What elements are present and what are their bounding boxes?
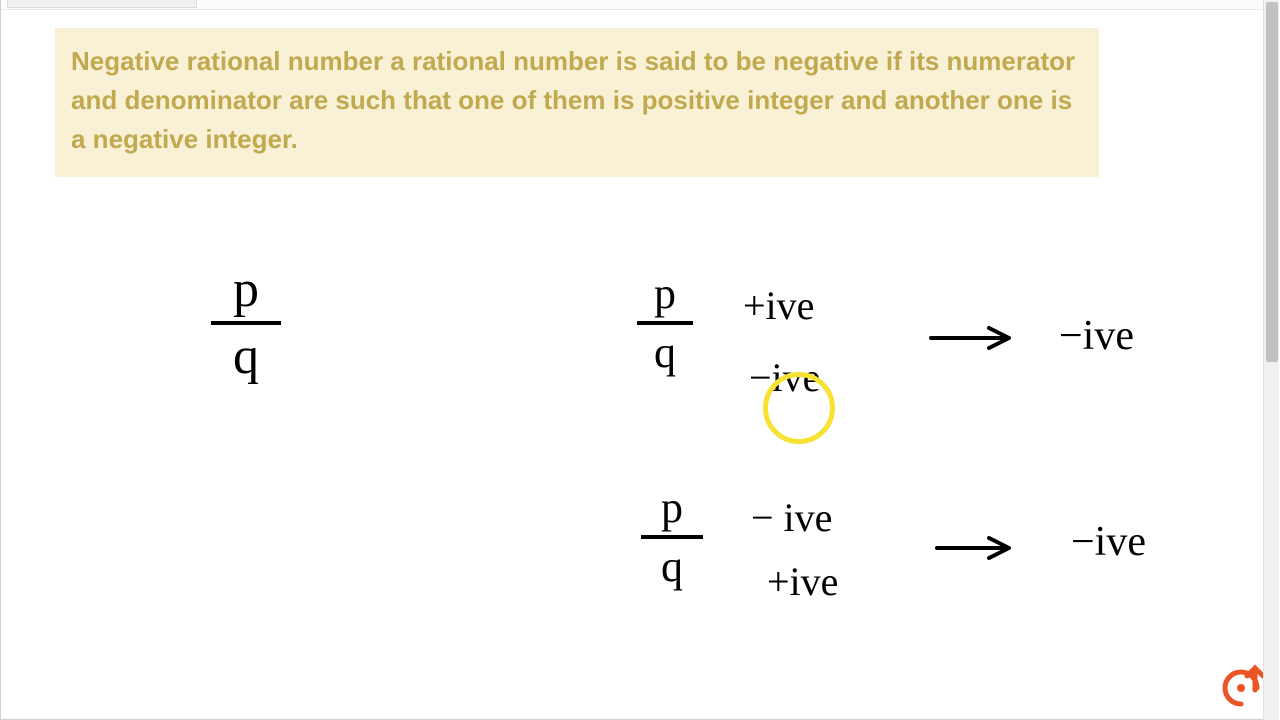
fraction-left-numerator: p xyxy=(211,260,281,319)
highlight-circle xyxy=(763,372,835,444)
label-row2-result: −ive xyxy=(1071,518,1146,566)
fraction-row1-bar xyxy=(637,321,693,325)
fraction-row1: p q xyxy=(637,268,693,378)
label-row1-numerator-sign: +ive xyxy=(743,282,814,329)
arrow-row2 xyxy=(931,530,1021,566)
fraction-row1-numerator: p xyxy=(637,268,693,319)
fraction-left-bar xyxy=(211,321,281,325)
fraction-row2-denominator: q xyxy=(641,541,703,592)
page-container: Negative rational number a rational numb… xyxy=(0,0,1264,720)
label-row2-denominator-sign: +ive xyxy=(767,558,838,605)
arrow-row1 xyxy=(925,320,1021,356)
brand-logo-icon xyxy=(1219,660,1263,708)
browser-top-strip xyxy=(1,0,1263,10)
fraction-left-denominator: q xyxy=(211,327,281,386)
fraction-row2-numerator: p xyxy=(641,482,703,533)
definition-box: Negative rational number a rational numb… xyxy=(55,28,1099,177)
label-row1-denominator-sign: −ive xyxy=(749,354,820,401)
fraction-row2-bar xyxy=(641,535,703,539)
browser-tab[interactable] xyxy=(7,0,197,8)
scrollbar-thumb[interactable] xyxy=(1266,2,1278,362)
fraction-row2: p q xyxy=(641,482,703,592)
vertical-scrollbar[interactable] xyxy=(1263,0,1279,720)
label-row2-numerator-sign: − ive xyxy=(751,494,832,541)
fraction-left: p q xyxy=(211,260,281,386)
label-row1-result: −ive xyxy=(1059,312,1134,360)
definition-text: Negative rational number a rational numb… xyxy=(71,42,1083,159)
fraction-row1-denominator: q xyxy=(637,327,693,378)
